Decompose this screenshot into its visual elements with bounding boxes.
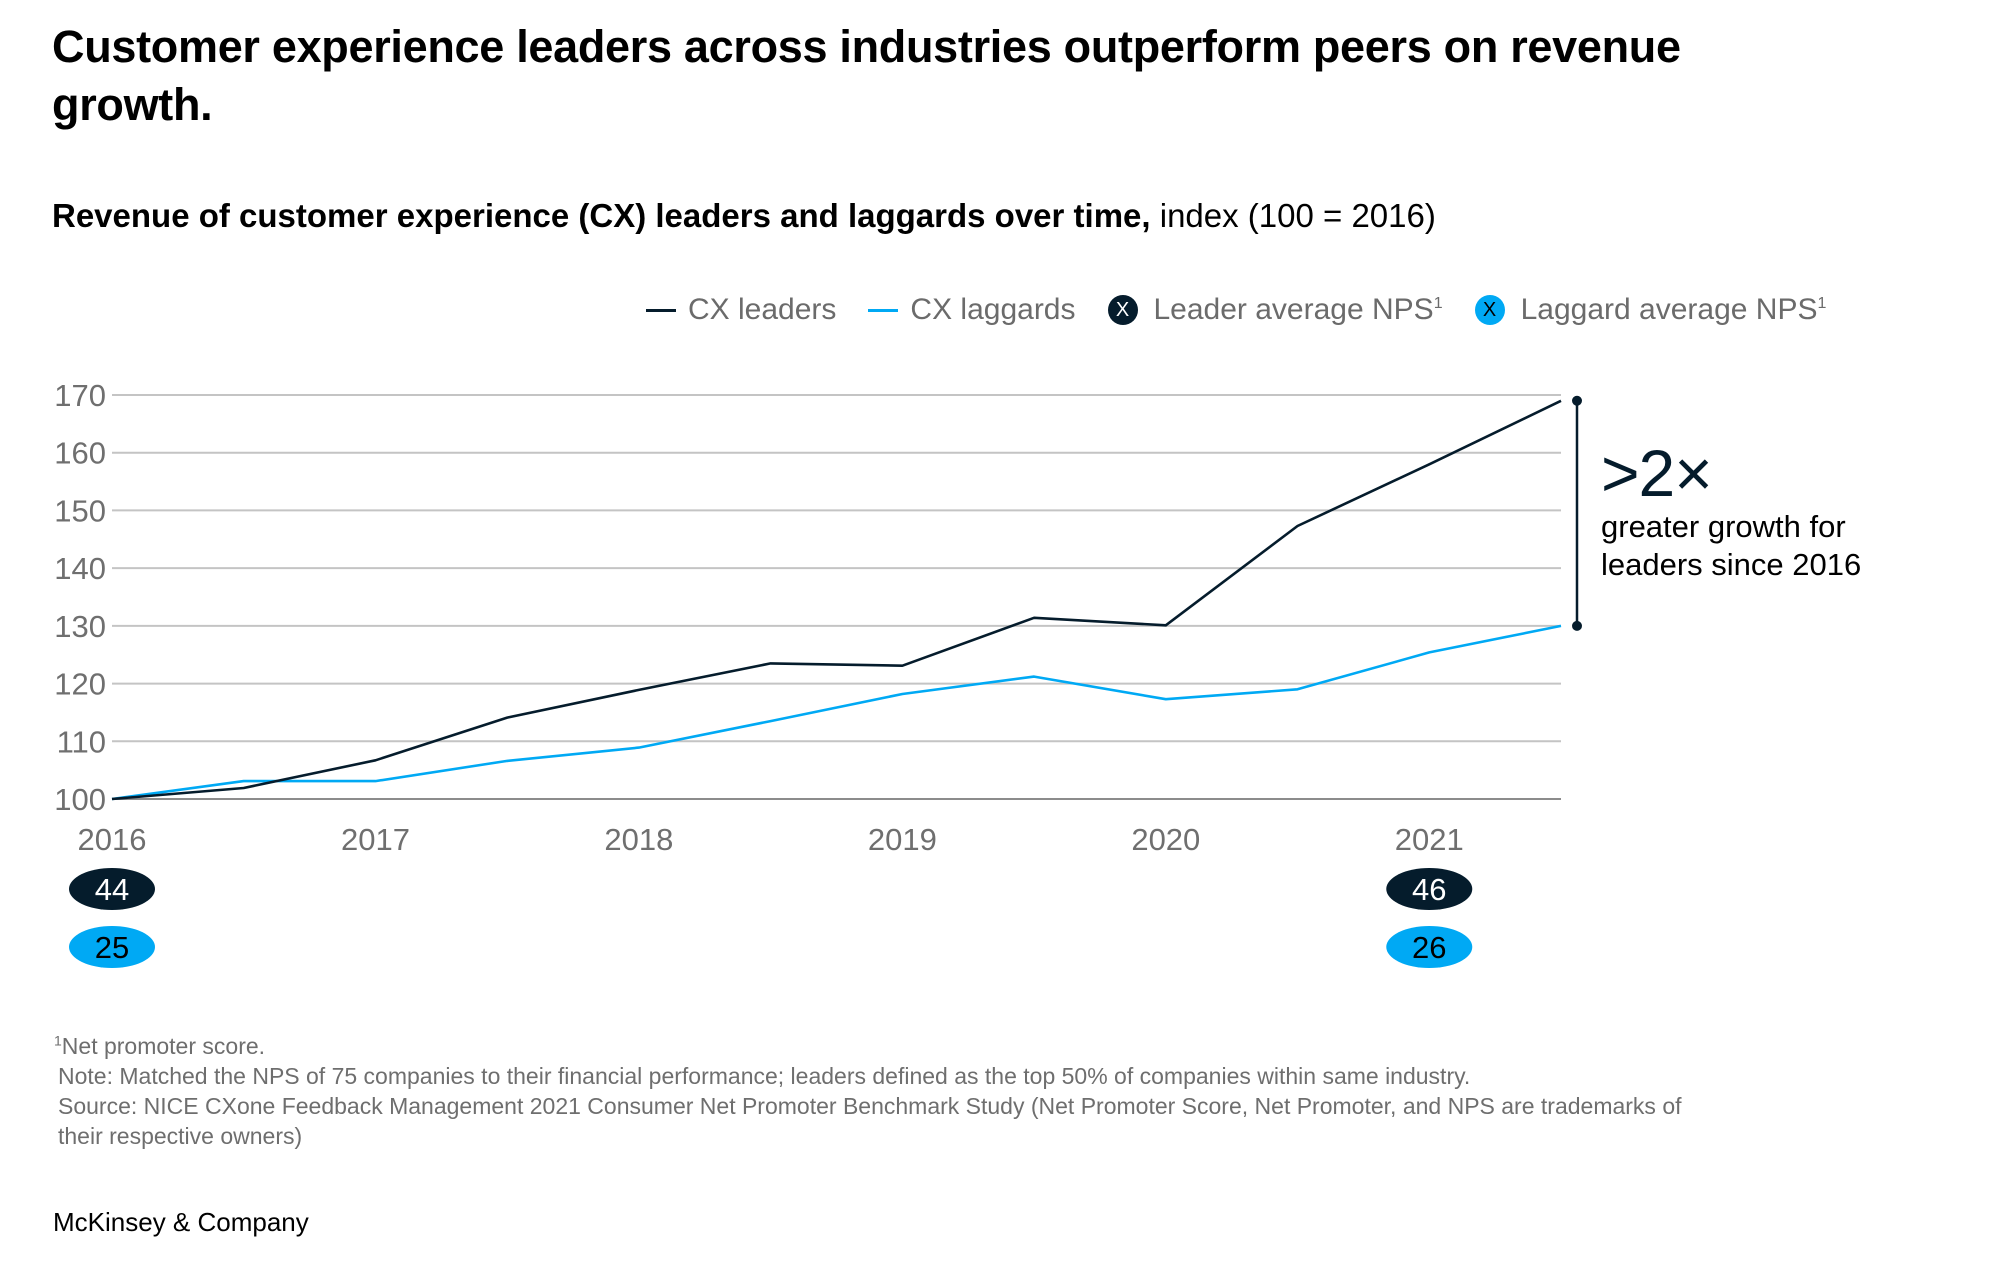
legend-label: Laggard average NPS1 (1521, 293, 1827, 327)
laggard-nps-badge (69, 926, 155, 968)
legend-item-leader-nps: X Leader average NPS1 (1107, 293, 1443, 327)
chart-legend: CX leaders CX laggards X Leader average … (646, 290, 1826, 330)
growth-annotation: >2× greater growth for leaders since 201… (1601, 438, 1861, 584)
y-tick-label: 110 (57, 724, 106, 759)
footnote-marker: 1 (54, 1032, 62, 1049)
laggard-nps-value: 25 (95, 930, 129, 965)
laggards-line-swatch-icon (868, 308, 899, 312)
series-line-cx-leaders (111, 399, 1562, 801)
laggard-nps-marker-icon: X (1474, 295, 1505, 325)
laggard-nps-badge (1386, 926, 1473, 968)
y-tick-label: 100 (54, 782, 106, 817)
leader-nps-badge (1386, 868, 1473, 910)
x-tick-label: 2021 (1395, 822, 1464, 857)
marker-glyph: X (1115, 299, 1130, 321)
laggard-nps-value: 26 (1412, 930, 1446, 965)
y-axis-ticks: 100 110 120 130 140 150 160 170 (54, 378, 106, 817)
legend-label: CX laggards (910, 293, 1076, 326)
bracket-bottom-dot (1572, 620, 1582, 631)
footnote-source-cont: their respective owners) (58, 1123, 303, 1149)
legend-item-cx-leaders: CX leaders (646, 293, 836, 327)
leader-nps-marker-icon: X (1107, 295, 1138, 325)
growth-bracket (1572, 395, 1582, 631)
series-line-cx-laggards (111, 624, 1562, 801)
footnote-definition: 1Net promoter score. (54, 1031, 1934, 1061)
growth-multiplier: >2× (1601, 436, 1713, 510)
leader-nps-badge (69, 868, 155, 910)
footnote-definition-text: Net promoter score. (61, 1033, 266, 1059)
x-tick-label: 2017 (341, 822, 410, 857)
leader-nps-value: 44 (95, 872, 129, 907)
legend-item-laggard-nps: X Laggard average NPS1 (1474, 293, 1827, 327)
brand-name: McKinsey & Company (53, 1207, 309, 1237)
growth-caption-line-1: greater growth for (1601, 509, 1846, 544)
footnote-ref: 1 (1817, 295, 1827, 312)
y-tick-label: 160 (54, 436, 106, 471)
footnotes: 1Net promoter score. Note: Matched the N… (54, 1031, 1934, 1151)
marker-glyph: X (1482, 299, 1497, 321)
x-tick-label: 2020 (1131, 822, 1200, 857)
footnote-source: Source: NICE CXone Feedback Management 2… (58, 1093, 1682, 1119)
footnote-note: Note: Matched the NPS of 75 companies to… (58, 1063, 1471, 1089)
legend-label: CX leaders (688, 293, 837, 326)
legend-label-text: Laggard average NPS (1520, 293, 1818, 326)
bracket-top-dot (1572, 395, 1582, 406)
y-tick-label: 120 (54, 667, 106, 702)
legend-label-text: Leader average NPS (1153, 293, 1434, 326)
growth-caption-line-2: leaders since 2016 (1601, 547, 1862, 582)
gridlines (112, 394, 1561, 800)
legend-item-cx-laggards: CX laggards (868, 293, 1076, 327)
chart-subtitle: Revenue of customer experience (CX) lead… (52, 196, 1436, 236)
x-tick-label: 2019 (868, 822, 937, 857)
series-lines (111, 399, 1562, 801)
chart-subtitle-main: Revenue of customer experience (CX) lead… (52, 197, 1151, 234)
x-axis-ticks: 2016 2017 2018 2019 2020 2021 (78, 822, 1464, 857)
x-tick-label: 2018 (604, 822, 673, 857)
leader-nps-value: 46 (1412, 872, 1446, 907)
chart-subtitle-unit: index (100 = 2016) (1150, 197, 1436, 234)
x-tick-label: 2016 (78, 822, 147, 857)
y-tick-label: 130 (54, 609, 106, 644)
chart-headline: Customer experience leaders across indus… (52, 21, 1681, 130)
leaders-line-swatch-icon (646, 308, 676, 312)
y-tick-label: 170 (54, 378, 106, 413)
nps-badges: 44 25 46 26 (69, 868, 1473, 968)
legend-label: Leader average NPS1 (1154, 293, 1443, 327)
footnote-ref: 1 (1433, 295, 1443, 312)
y-tick-label: 150 (54, 493, 106, 528)
y-tick-label: 140 (54, 551, 106, 586)
